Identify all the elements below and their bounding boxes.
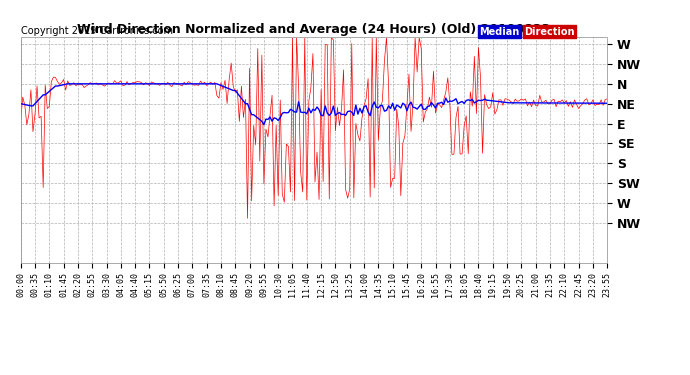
Title: Wind Direction Normalized and Average (24 Hours) (Old) 20190823: Wind Direction Normalized and Average (2… <box>77 23 551 36</box>
Text: Direction: Direction <box>524 27 575 37</box>
Text: Median: Median <box>480 27 520 37</box>
Text: Copyright 2019 Cartronics.com: Copyright 2019 Cartronics.com <box>21 26 172 36</box>
